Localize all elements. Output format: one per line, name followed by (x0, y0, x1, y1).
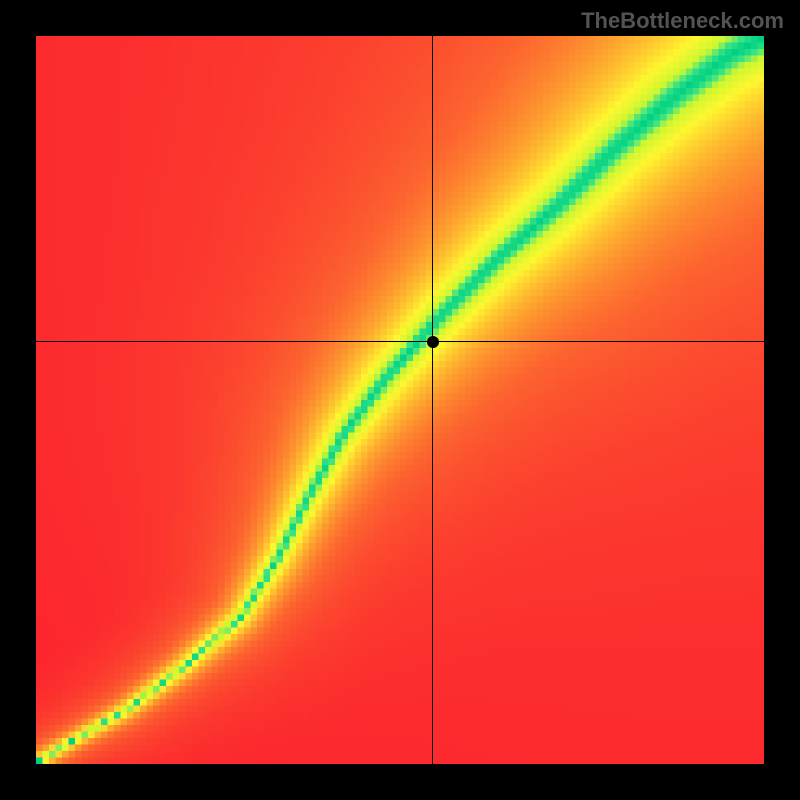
crosshair-horizontal (36, 341, 764, 342)
crosshair-vertical (432, 36, 433, 764)
chart-container: TheBottleneck.com (0, 0, 800, 800)
crosshair-point-icon (427, 336, 439, 348)
heatmap-canvas (36, 36, 764, 764)
watermark-label: TheBottleneck.com (581, 8, 784, 34)
